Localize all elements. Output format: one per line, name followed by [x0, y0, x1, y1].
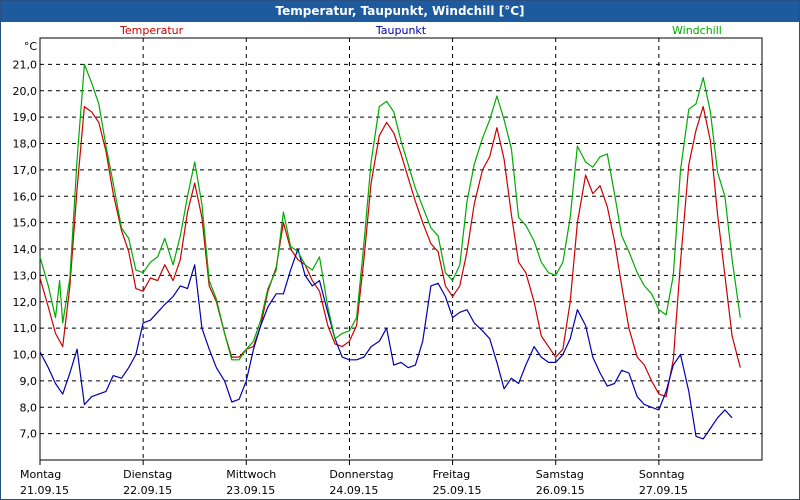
x-tick-date-label: 23.09.15 — [226, 484, 275, 497]
y-axis-unit-label: °C — [24, 40, 38, 53]
plot-area — [39, 37, 763, 461]
y-tick-label: 15,0 — [13, 217, 38, 230]
x-tick-day-label: Mittwoch — [226, 468, 276, 481]
x-tick-day-label: Donnerstag — [329, 468, 393, 481]
y-tick-label: 17,0 — [13, 164, 38, 177]
x-tick-date-label: 24.09.15 — [329, 484, 378, 497]
x-tick-day-label: Montag — [20, 468, 61, 481]
y-tick-label: 11,0 — [13, 322, 38, 335]
x-tick-date-label: 21.09.15 — [20, 484, 69, 497]
y-tick-label: 20,0 — [13, 85, 38, 98]
y-tick-label: 19,0 — [13, 111, 38, 124]
legend-entry: Taupunkt — [375, 24, 427, 37]
y-tick-label: 9,0 — [20, 375, 38, 388]
y-tick-label: 14,0 — [13, 243, 38, 256]
x-tick-date-label: 26.09.15 — [536, 484, 585, 497]
legend-entry: Temperatur — [119, 24, 184, 37]
x-tick-date-label: 25.09.15 — [433, 484, 482, 497]
y-tick-label: 10,0 — [13, 349, 38, 362]
x-tick-day-label: Freitag — [433, 468, 471, 481]
x-tick-day-label: Dienstag — [123, 468, 172, 481]
y-tick-label: 8,0 — [20, 401, 38, 414]
series-line-windchill — [39, 63, 741, 361]
y-tick-label: 13,0 — [13, 269, 38, 282]
legend-entry: Windchill — [672, 24, 722, 37]
series-line-taupunkt — [39, 248, 733, 440]
x-tick-date-label: 22.09.15 — [123, 484, 172, 497]
y-tick-label: 12,0 — [13, 296, 38, 309]
y-tick-label: 21,0 — [13, 58, 38, 71]
series-line-temperatur — [39, 105, 741, 398]
x-tick-day-label: Sonntag — [639, 468, 685, 481]
y-tick-label: 7,0 — [20, 428, 38, 441]
x-tick-day-label: Samstag — [536, 468, 584, 481]
x-tick-date-label: 27.09.15 — [639, 484, 688, 497]
chart-title: Temperatur, Taupunkt, Windchill [°C] — [1, 1, 799, 22]
y-tick-label: 18,0 — [13, 138, 38, 151]
y-tick-label: 16,0 — [13, 190, 38, 203]
